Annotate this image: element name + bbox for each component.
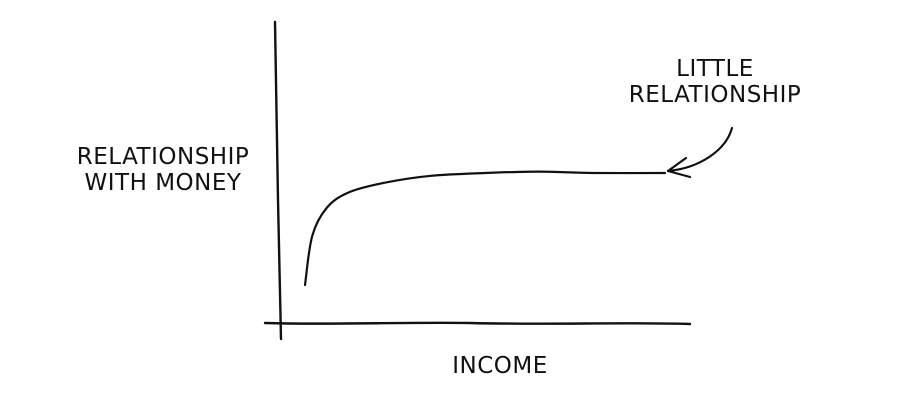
x-axis: [263, 321, 692, 326]
series-curve: [303, 170, 667, 287]
x-axis-label-text: INCOME: [452, 353, 548, 379]
annotation-line-1: LITTLE: [676, 56, 754, 82]
annotation-arrow-shaft: [666, 126, 734, 173]
y-axis-label-line-2: WITH MONEY: [84, 169, 242, 196]
x-axis-label: INCOME: [400, 353, 600, 379]
y-axis-label-line-1: RELATIONSHIP: [76, 144, 250, 170]
annotation-arrow-head: [666, 156, 692, 179]
annotation-line-2: RELATIONSHIP: [628, 81, 802, 108]
y-axis: [273, 20, 283, 341]
annotation-label: LITTLE RELATIONSHIP: [590, 56, 840, 108]
y-axis-label: RELATIONSHIP WITH MONEY: [48, 144, 278, 196]
